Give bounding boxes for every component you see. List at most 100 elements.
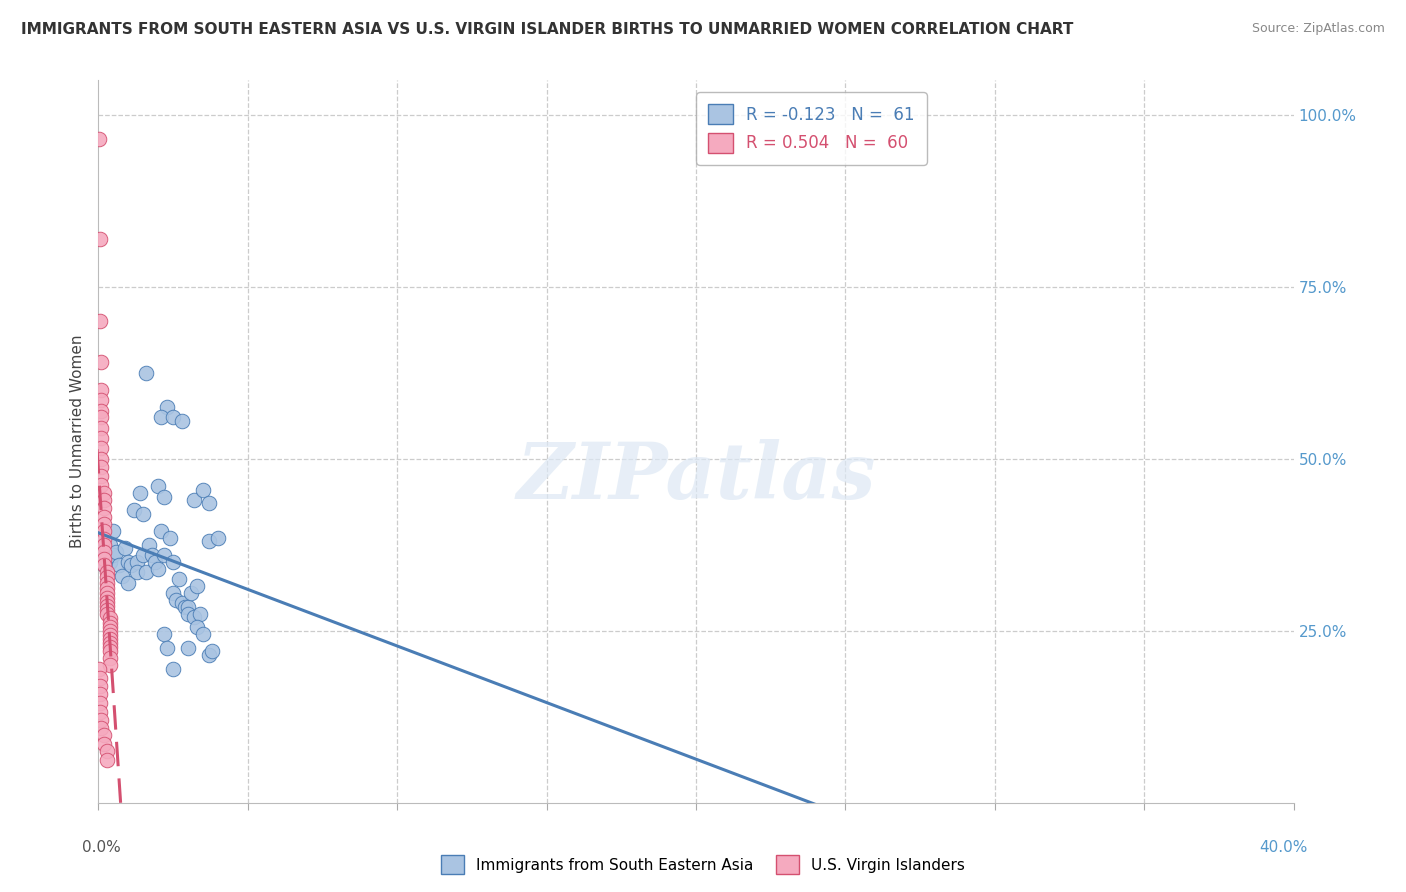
Point: [174, 599, 197, 614]
Point: [98, 632, 122, 646]
Point: [96, 591, 118, 605]
Point: [98, 644, 122, 658]
Point: [143, 555, 166, 569]
Point: [172, 596, 194, 610]
Point: [141, 548, 163, 562]
Point: [93, 737, 115, 751]
Point: [162, 410, 184, 425]
Point: [156, 640, 179, 655]
Point: [96, 551, 118, 566]
Point: [90, 451, 112, 466]
Point: [93, 501, 115, 516]
Point: [96, 575, 118, 590]
Text: ZIPatlas: ZIPatlas: [516, 440, 876, 516]
Point: [117, 555, 139, 569]
Point: [96, 570, 118, 584]
Point: [89, 662, 111, 676]
Point: [177, 640, 200, 655]
Point: [148, 562, 170, 576]
Point: [90, 478, 112, 492]
Point: [201, 644, 224, 658]
Point: [207, 531, 229, 545]
Y-axis label: Births to Unmarried Women: Births to Unmarried Women: [69, 334, 84, 549]
Point: [90, 713, 112, 727]
Point: [90, 442, 112, 456]
Point: [89, 696, 111, 710]
Point: [167, 572, 190, 586]
Point: [127, 566, 149, 580]
Point: [150, 524, 173, 538]
Point: [135, 566, 157, 580]
Point: [89, 687, 111, 701]
Point: [98, 555, 122, 569]
Point: [89, 132, 111, 146]
Point: [98, 538, 122, 552]
Point: [98, 658, 122, 673]
Point: [93, 728, 115, 742]
Point: [93, 545, 115, 559]
Point: [180, 586, 202, 600]
Point: [89, 671, 111, 685]
Point: [89, 314, 111, 328]
Point: [90, 421, 112, 435]
Point: [90, 403, 112, 417]
Text: Source: ZipAtlas.com: Source: ZipAtlas.com: [1251, 22, 1385, 36]
Point: [93, 493, 115, 508]
Point: [90, 393, 112, 408]
Point: [98, 651, 122, 665]
Point: [90, 469, 112, 483]
Point: [93, 538, 115, 552]
Point: [93, 517, 115, 532]
Point: [93, 558, 115, 573]
Point: [198, 534, 221, 549]
Point: [105, 544, 128, 558]
Point: [96, 599, 118, 613]
Point: [89, 679, 111, 693]
Point: [93, 544, 115, 558]
Point: [96, 744, 118, 758]
Point: [183, 610, 205, 624]
Point: [162, 555, 184, 569]
Point: [90, 531, 112, 545]
Text: IMMIGRANTS FROM SOUTH EASTERN ASIA VS U.S. VIRGIN ISLANDER BIRTHS TO UNMARRIED W: IMMIGRANTS FROM SOUTH EASTERN ASIA VS U.…: [21, 22, 1073, 37]
Point: [129, 486, 152, 500]
Point: [153, 490, 176, 504]
Point: [120, 558, 142, 573]
Point: [117, 575, 139, 590]
Point: [191, 483, 214, 497]
Point: [162, 662, 184, 676]
Point: [90, 460, 112, 475]
Point: [177, 599, 200, 614]
Point: [89, 231, 111, 245]
Text: 40.0%: 40.0%: [1260, 840, 1308, 855]
Point: [96, 586, 118, 600]
Point: [135, 366, 157, 380]
Point: [89, 705, 111, 719]
Legend: Immigrants from South Eastern Asia, U.S. Virgin Islanders: Immigrants from South Eastern Asia, U.S.…: [434, 849, 972, 880]
Point: [153, 627, 176, 641]
Legend: R = -0.123   N =  61, R = 0.504   N =  60: R = -0.123 N = 61, R = 0.504 N = 60: [696, 92, 927, 164]
Point: [191, 627, 214, 641]
Point: [96, 603, 118, 617]
Point: [90, 383, 112, 397]
Point: [108, 558, 131, 573]
Point: [127, 555, 149, 569]
Point: [93, 509, 115, 524]
Point: [111, 568, 134, 582]
Point: [98, 611, 122, 625]
Point: [90, 410, 112, 425]
Point: [93, 552, 115, 566]
Point: [132, 548, 155, 562]
Point: [98, 628, 122, 642]
Point: [90, 431, 112, 445]
Point: [156, 400, 179, 414]
Point: [93, 558, 115, 573]
Point: [198, 648, 221, 662]
Point: [165, 592, 187, 607]
Point: [98, 624, 122, 638]
Point: [138, 538, 160, 552]
Point: [132, 507, 155, 521]
Point: [90, 722, 112, 736]
Point: [98, 640, 122, 655]
Point: [148, 479, 170, 493]
